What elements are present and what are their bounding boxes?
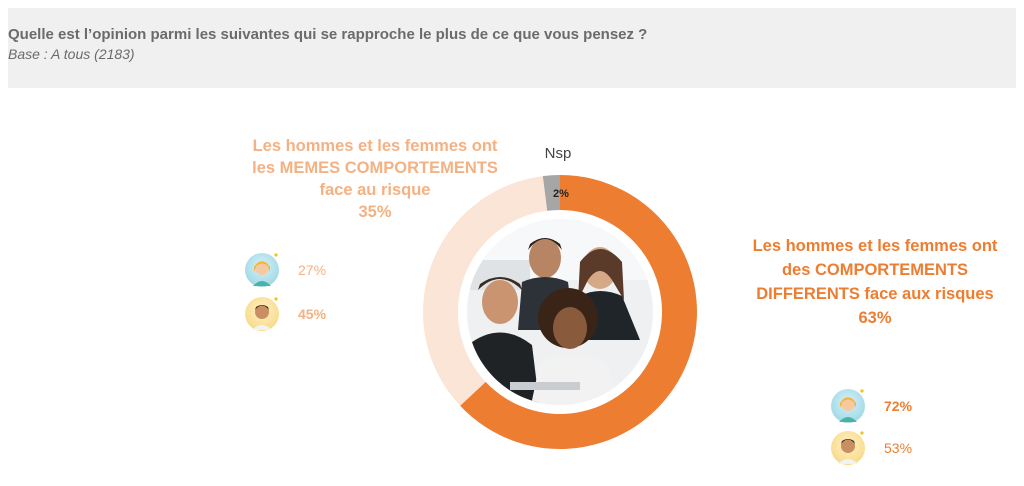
question-title: Quelle est l’opinion parmi les suivantes… — [8, 26, 648, 43]
donut-slices — [422, 175, 697, 450]
same-label-line3: face au risque — [319, 181, 431, 199]
same-women-row: 27% — [244, 252, 326, 288]
same-men-row: 45% — [244, 296, 326, 332]
diff-women-percentage: 72% — [884, 398, 913, 414]
slice-different — [460, 175, 697, 450]
same-label-line1: Les hommes et les femmes ont — [252, 137, 498, 155]
diff-label-percentage: 63% — [858, 309, 892, 327]
same-women-percentage: 27% — [298, 262, 327, 278]
different-behaviour-label: Les hommes et les femmes ont des COMPORT… — [725, 234, 1024, 330]
question-base: Base : A tous (2183) — [8, 46, 135, 62]
woman-avatar-icon — [245, 253, 279, 287]
diff-women-row: 72% — [830, 388, 912, 424]
same-label-percentage: 35% — [358, 203, 392, 221]
man-avatar-icon — [831, 431, 865, 465]
same-behaviour-label: Les hommes et les femmes ont les MEMES C… — [230, 135, 520, 223]
woman-avatar-icon — [831, 389, 865, 423]
slice-nsp — [542, 175, 560, 211]
diff-label-line3: DIFFERENTS face aux risques — [756, 285, 994, 303]
diff-label-line2: des COMPORTEMENTS — [781, 261, 969, 279]
nsp-label: Nsp — [544, 145, 572, 162]
diff-men-row: 53% — [830, 430, 912, 466]
nsp-percentage: 2% — [553, 188, 569, 200]
diff-men-percentage: 53% — [884, 440, 913, 456]
question-header — [8, 8, 1016, 88]
slice-same — [422, 176, 548, 406]
group-photo — [464, 216, 656, 408]
same-label-line2: les MEMES COMPORTEMENTS — [252, 159, 498, 177]
man-avatar-icon — [245, 297, 279, 331]
same-men-percentage: 45% — [298, 306, 327, 322]
diff-label-line1: Les hommes et les femmes ont — [752, 237, 998, 255]
